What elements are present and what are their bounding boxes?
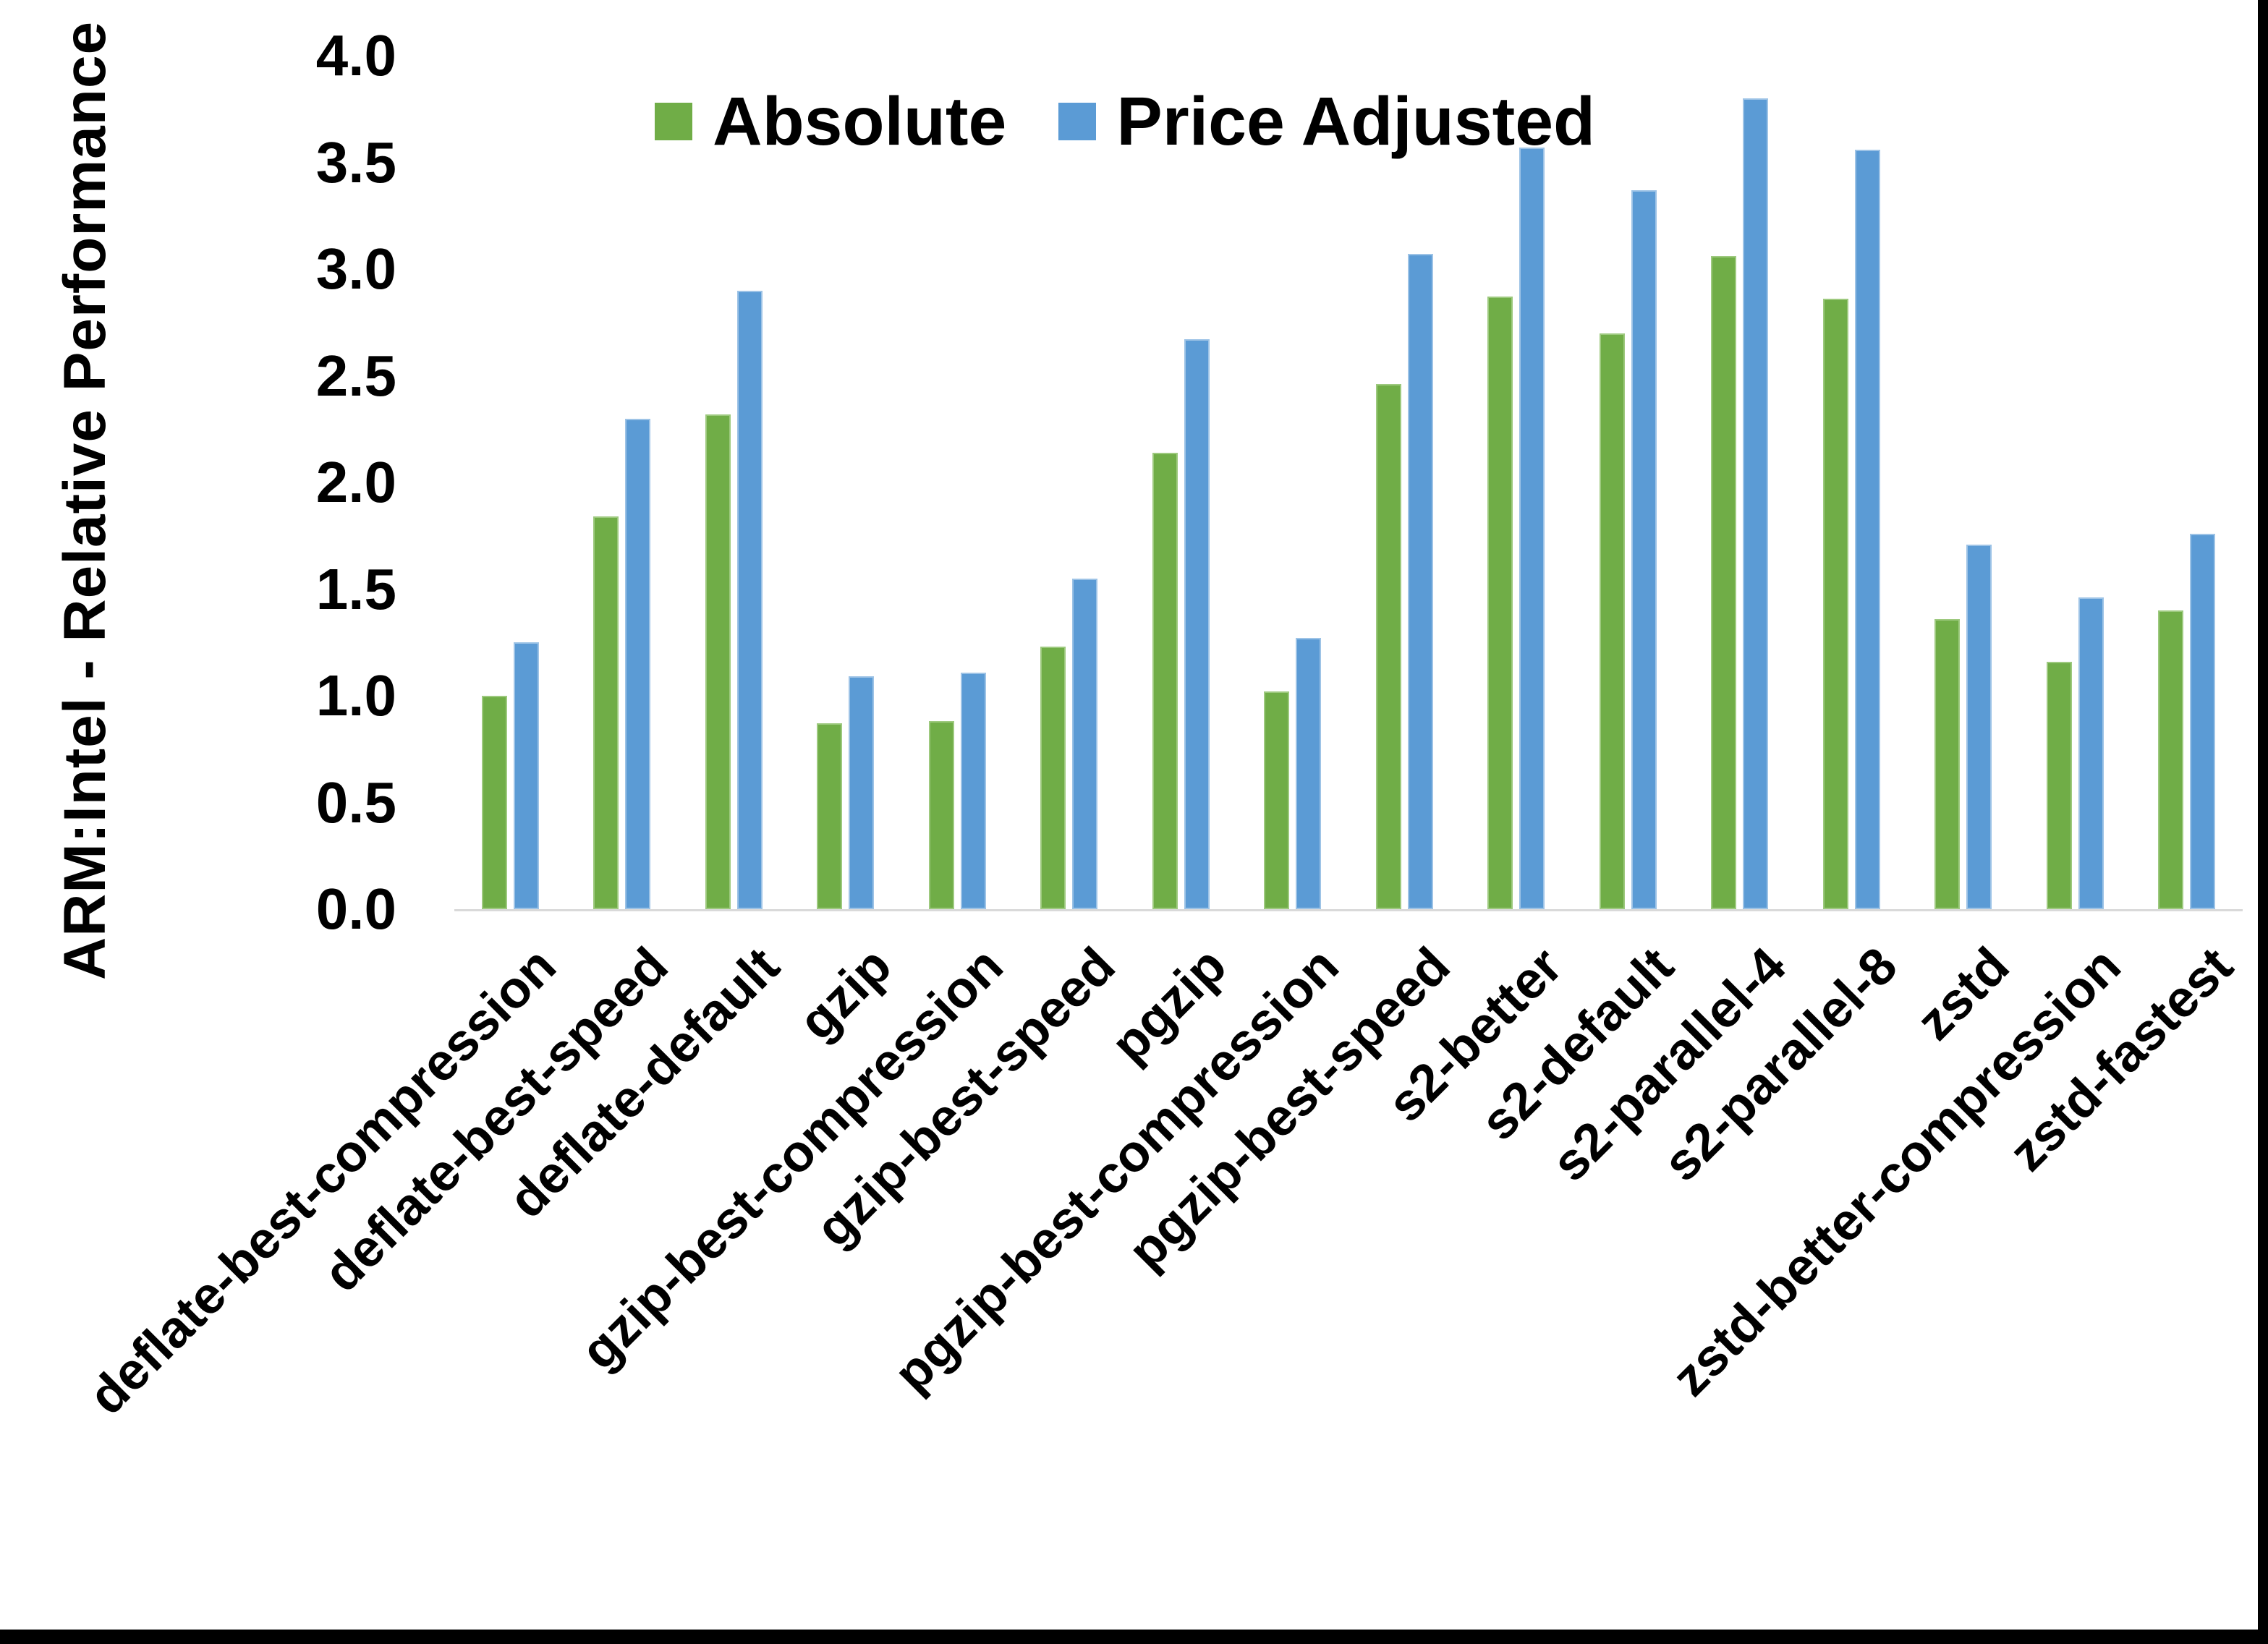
bar-absolute-pgzip-best-speed	[1375, 384, 1401, 909]
bar-group-zstd-fastest	[2131, 56, 2243, 909]
bar-price-adjusted-deflate-default	[736, 290, 763, 909]
bar-group-deflate-best-compression	[454, 56, 566, 909]
legend-swatch-price-adjusted	[1058, 103, 1097, 140]
bar-price-adjusted-zstd-fastest	[2190, 533, 2216, 909]
bar-price-adjusted-gzip-best-speed	[1072, 578, 1098, 909]
bar-price-adjusted-s2-parallel-4	[1743, 98, 1769, 909]
bar-price-adjusted-gzip	[849, 676, 875, 909]
y-tick-label: 2.0	[315, 450, 396, 514]
legend-label-price-adjusted: Price Adjusted	[1116, 83, 1596, 160]
bar-price-adjusted-s2-parallel-8	[1854, 149, 1880, 909]
bar-absolute-zstd-better-compression	[2046, 661, 2072, 909]
bar-absolute-pgzip-best-compression	[1264, 691, 1290, 909]
bar-group-s2-parallel-4	[1684, 56, 1796, 909]
bar-absolute-deflate-best-speed	[593, 516, 619, 909]
bar-group-deflate-default	[678, 56, 790, 909]
bar-price-adjusted-s2-default	[1631, 189, 1657, 909]
bar-price-adjusted-gzip-best-compression	[960, 672, 986, 909]
bar-absolute-gzip	[817, 723, 843, 909]
bar-absolute-gzip-best-compression	[928, 721, 954, 909]
y-tick-label: 2.5	[315, 343, 396, 408]
y-tick-label: 3.5	[315, 129, 396, 195]
y-tick-label: 0.0	[315, 877, 396, 941]
legend-label-absolute: Absolute	[713, 83, 1007, 160]
y-tick-label: 1.0	[315, 663, 396, 728]
legend-item-price-adjusted: Price Adjusted	[1058, 85, 1595, 158]
bar-absolute-s2-default	[1599, 333, 1625, 909]
bar-group-s2-default	[1572, 56, 1684, 909]
legend-item-absolute: Absolute	[655, 85, 1006, 158]
bar-absolute-zstd-fastest	[2158, 610, 2184, 909]
bar-price-adjusted-pgzip	[1184, 339, 1210, 909]
bar-group-pgzip-best-speed	[1349, 56, 1461, 909]
legend-swatch-absolute	[655, 103, 692, 140]
bar-price-adjusted-deflate-best-compression	[513, 642, 539, 909]
x-axis-line	[454, 909, 2243, 911]
y-tick-label: 0.5	[315, 770, 396, 835]
bar-price-adjusted-deflate-best-speed	[625, 418, 651, 909]
bar-group-gzip-best-compression	[901, 56, 1014, 909]
bar-absolute-pgzip	[1152, 452, 1178, 909]
legend: Absolute Price Adjusted	[655, 85, 1595, 158]
bar-price-adjusted-zstd	[1966, 544, 1992, 909]
bar-price-adjusted-pgzip-best-compression	[1296, 638, 1322, 909]
y-tick-label: 1.5	[315, 556, 396, 621]
bar-price-adjusted-zstd-better-compression	[2078, 597, 2104, 909]
bar-group-pgzip-best-compression	[1237, 56, 1349, 909]
bar-absolute-deflate-best-compression	[481, 696, 507, 909]
bar-group-gzip-best-speed	[1014, 56, 1126, 909]
bar-group-deflate-best-speed	[566, 56, 679, 909]
bar-absolute-gzip-best-speed	[1040, 647, 1066, 909]
bar-group-zstd-better-compression	[2019, 56, 2131, 909]
bar-price-adjusted-s2-better	[1519, 147, 1545, 909]
bar-absolute-s2-parallel-4	[1711, 256, 1737, 909]
bar-group-gzip	[790, 56, 902, 909]
bar-price-adjusted-pgzip-best-speed	[1407, 254, 1433, 909]
bar-group-s2-parallel-8	[1796, 56, 1908, 909]
x-tick-label-deflate-best-compression: deflate-best-compression	[77, 937, 567, 1426]
bar-group-s2-better	[1461, 56, 1573, 909]
screen-edge-right	[2258, 0, 2268, 1644]
bar-group-pgzip	[1125, 56, 1237, 909]
y-tick-label: 3.0	[315, 237, 396, 301]
bar-absolute-s2-better	[1487, 297, 1513, 909]
bar-group-zstd	[1908, 56, 2020, 909]
bar-absolute-s2-parallel-8	[1822, 299, 1848, 909]
plot-area	[454, 56, 2243, 911]
bar-absolute-deflate-default	[705, 414, 731, 909]
y-tick-label: 4.0	[315, 23, 396, 88]
bar-absolute-zstd	[1934, 618, 1961, 909]
screen-edge-bottom	[0, 1630, 2268, 1644]
